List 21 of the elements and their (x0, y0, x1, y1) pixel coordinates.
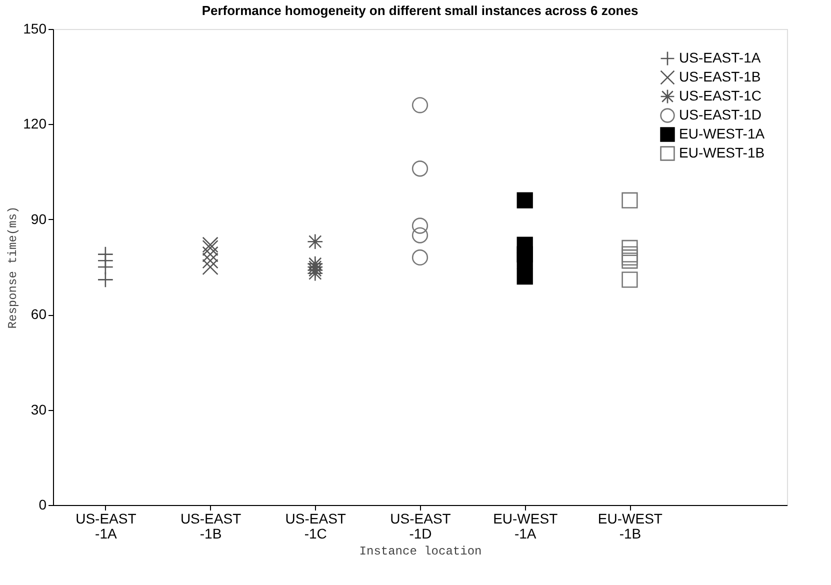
y-tick-label: 120 (23, 116, 47, 132)
y-tick-label: 90 (30, 210, 47, 227)
y-tick-label: 150 (23, 20, 47, 36)
legend-label: US-EAST-1D (679, 106, 762, 122)
chart-title: Performance homogeneity on different small instances across 6 zones (202, 3, 638, 18)
legend-label: US-EAST-1B (679, 68, 761, 84)
x-tick-label: US-EAST -1C (285, 510, 346, 542)
legend-label: EU-WEST-1A (679, 126, 766, 142)
y-tick-label: 30 (30, 401, 47, 418)
y-axis-title: Response time(ms) (6, 206, 20, 329)
x-tick-label: US-EAST -1D (390, 510, 452, 542)
y-tick-label: 60 (30, 306, 47, 322)
x-tick-label: EU-WEST -1A (493, 510, 558, 542)
x-tick-label: US-EAST -1A (76, 510, 137, 542)
legend-label: US-EAST-1C (679, 88, 762, 104)
x-tick-label: EU-WEST -1B (598, 510, 663, 542)
y-tick-label: 0 (38, 496, 47, 512)
x-axis-title: Instance location (359, 544, 482, 558)
x-tick-label: US-EAST -1B (180, 510, 242, 542)
legend-label: EU-WEST-1B (679, 144, 765, 160)
legend-label: US-EAST-1A (679, 50, 762, 66)
